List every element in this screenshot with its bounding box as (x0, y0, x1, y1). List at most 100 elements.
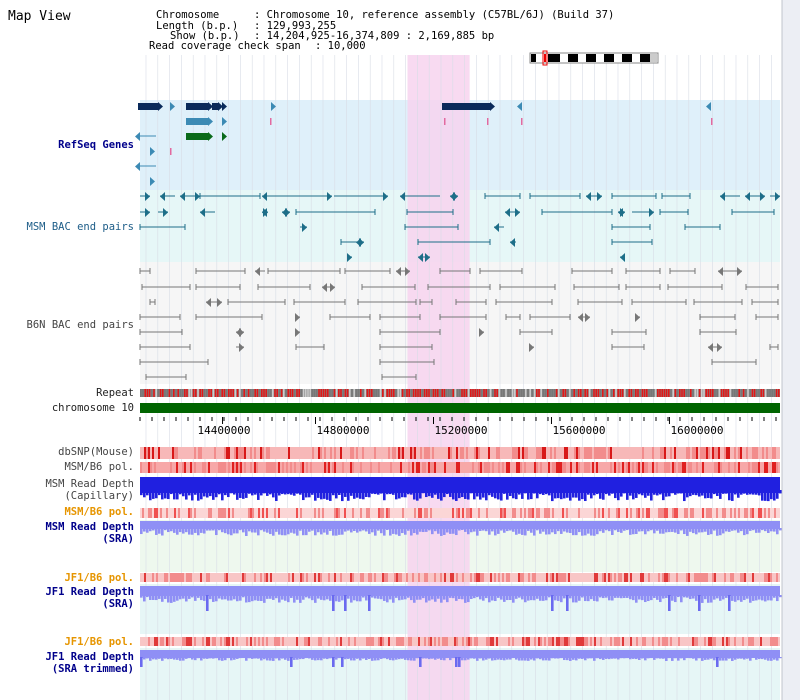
jf1-depth-trim-bar (245, 657, 248, 661)
repeat-mark (221, 389, 223, 397)
msm-b6-pol-strip (508, 462, 510, 473)
track-label-msm-depth-sra[interactable]: MSM Read Depth (45, 521, 134, 533)
jf1-depth-trim-bar (746, 657, 749, 659)
msm-depth-sra-bar (554, 528, 557, 535)
msm-b6-pol-2-strip (566, 508, 568, 518)
jf1-pol-2-strip (296, 637, 298, 646)
gene-strand-arrow (737, 267, 742, 276)
jf1-depth-trim-bar (353, 657, 356, 661)
msm-depth-cap-bar (461, 490, 464, 498)
jf1-pol-2-strip (208, 637, 210, 646)
msm-b6-pol-strip (770, 462, 772, 473)
jf1-pol-1-strip (442, 573, 444, 582)
msm-b6-pol-strip (678, 462, 680, 473)
msm-b6-pol-2-strip (508, 508, 510, 518)
jf1-pol-1-strip (462, 573, 464, 582)
jf1-depth-sra-bar (194, 595, 197, 601)
msm-b6-pol-strip (352, 462, 354, 473)
jf1-pol-2-strip (324, 637, 326, 646)
msm-b6-pol-strip (596, 462, 598, 473)
jf1-pol-2-strip (690, 637, 692, 646)
jf1-depth-trim-bar (302, 657, 305, 660)
jf1-pol-2-strip (576, 637, 578, 646)
jf1-pol-1-strip (284, 573, 286, 582)
msm-b6-pol-2-strip (314, 508, 316, 518)
gene-strand-arrow (745, 192, 750, 201)
track-label-b6n-bac[interactable]: B6N BAC end pairs (26, 319, 134, 331)
msm-b6-pol-strip (464, 462, 466, 473)
msm-b6-pol-2-strip (746, 508, 748, 518)
jf1-depth-trim-bar (284, 657, 287, 660)
jf1-depth-sra-bar (569, 595, 572, 599)
track-label-msm-depth-cap[interactable]: MSM Read Depth (45, 478, 134, 490)
msm-b6-pol-2-strip (336, 508, 338, 518)
msm-b6-pol-strip (548, 462, 550, 473)
msm-b6-pol-strip (622, 462, 624, 473)
jf1-pol-1-strip (748, 573, 750, 582)
msm-b6-pol-2-strip (420, 508, 422, 518)
msm-depth-sra-bar (635, 528, 638, 534)
msm-b6-pol-strip (668, 462, 670, 473)
jf1-pol-2-strip (518, 637, 520, 646)
repeat-mark (489, 389, 492, 397)
dbsnp-density-strip (720, 447, 722, 459)
jf1-pol-2-strip (424, 637, 426, 646)
msm-depth-sra-bar (242, 528, 245, 533)
jf1-depth-sra-bar (242, 595, 245, 598)
track-label-jf1-pol-2[interactable]: JF1/B6 pol. (64, 636, 134, 648)
msm-b6-pol-2-strip (358, 508, 360, 518)
msm-depth-cap-bar (302, 490, 305, 501)
repeat-mark (613, 389, 615, 397)
jf1-pol-1-strip (698, 573, 700, 582)
msm-depth-cap-bar (335, 490, 338, 499)
dbsnp-density-strip (544, 447, 546, 459)
track-label-msm-b6-pol-1[interactable]: MSM/B6 pol. (64, 461, 134, 473)
refseq-gene-feature (487, 118, 489, 125)
gene-strand-arrow (450, 192, 455, 201)
track-label-jf1-depth-sra[interactable]: JF1 Read Depth (45, 586, 134, 598)
track-label-msm-bac[interactable]: MSM BAC end pairs (26, 221, 134, 233)
jf1-pol-2-strip (364, 637, 366, 646)
repeat-mark (346, 389, 349, 397)
dbsnp-density-strip (254, 447, 256, 459)
jf1-pol-1-strip (220, 573, 222, 582)
jf1-depth-sra-bar (338, 595, 341, 602)
track-label-repeat[interactable]: Repeat (96, 387, 134, 399)
gene-strand-arrow (195, 192, 200, 201)
msm-b6-pol-strip (472, 462, 474, 473)
repeat-mark (635, 389, 637, 397)
msm-b6-pol-2-strip (754, 508, 756, 518)
jf1-pol-1-strip (506, 573, 508, 582)
msm-b6-pol-strip (240, 462, 242, 473)
msm-b6-pol-2-strip (270, 508, 272, 518)
msm-b6-pol-2-strip (580, 508, 582, 518)
msm-depth-sra-bar (149, 528, 152, 532)
jf1-depth-sra-bar (614, 595, 617, 598)
gene-strand-arrow (170, 102, 175, 111)
msm-b6-pol-strip (446, 462, 448, 473)
track-label-refseq[interactable]: RefSeq Genes (58, 139, 134, 151)
track-label-msm-b6-pol-2[interactable]: MSM/B6 pol. (64, 506, 134, 518)
track-label-jf1-pol-1[interactable]: JF1/B6 pol. (64, 572, 134, 584)
msm-b6-pol-2-strip (742, 508, 744, 518)
jf1-pol-1-strip (602, 573, 604, 582)
msm-b6-pol-2-strip (504, 508, 506, 518)
track-label-dbsnp[interactable]: dbSNP(Mouse) (58, 446, 134, 458)
repeat-mark (428, 389, 430, 397)
msm-b6-pol-2-strip (736, 508, 738, 518)
track-label-chromosome[interactable]: chromosome 10 (51, 402, 134, 414)
msm-b6-pol-2-strip (652, 508, 654, 518)
jf1-pol-1-strip (694, 573, 696, 582)
jf1-pol-1-strip (232, 573, 234, 582)
msm-depth-sra-bar (500, 528, 503, 531)
jf1-depth-sra-bar (314, 595, 317, 603)
track-label-jf1-depth-trim[interactable]: JF1 Read Depth (45, 651, 134, 663)
msm-b6-pol-strip (602, 462, 604, 473)
msm-depth-cap-bar (380, 490, 383, 494)
gene-strand-arrow (494, 223, 499, 232)
msm-b6-pol-strip (196, 462, 198, 473)
msm-b6-pol-strip (216, 462, 218, 473)
msm-depth-sra-bar (209, 528, 212, 531)
jf1-pol-1-strip (302, 573, 304, 582)
